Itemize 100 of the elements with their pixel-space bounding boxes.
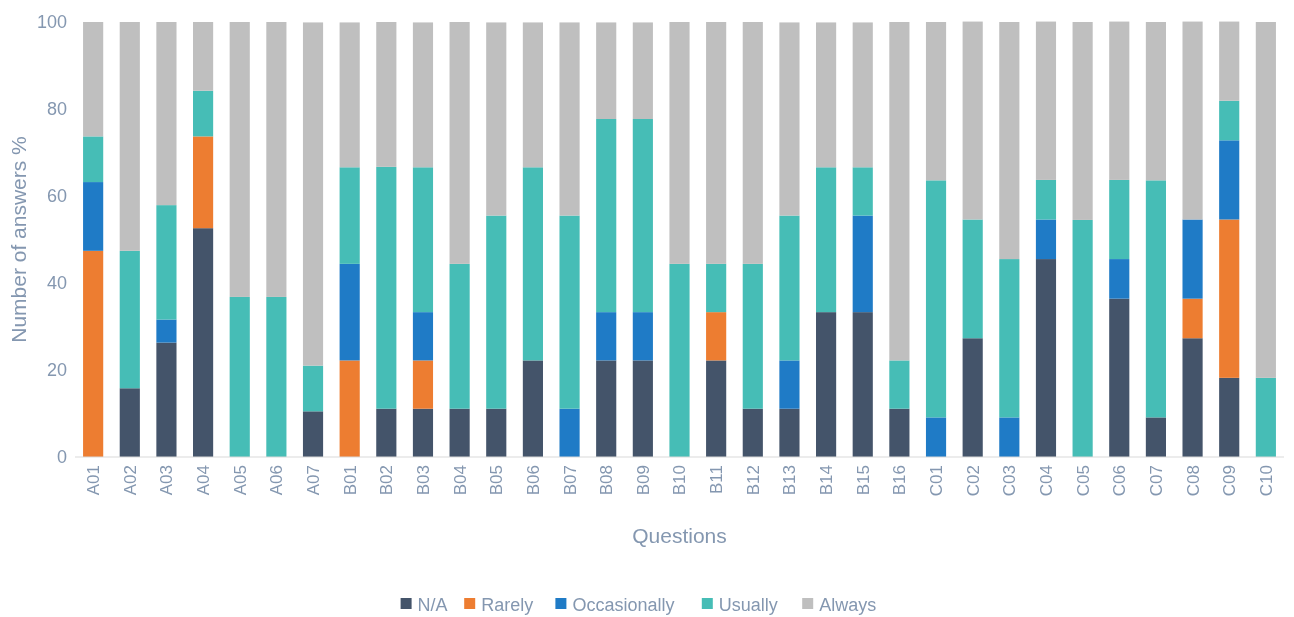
bar <box>1145 22 1166 181</box>
bar <box>852 167 873 216</box>
x-tick-label: C09 <box>1220 465 1240 497</box>
x-tick-label: A01 <box>84 465 104 496</box>
bar <box>779 408 800 457</box>
bar <box>193 90 214 137</box>
bar <box>889 360 910 409</box>
bar <box>83 22 104 137</box>
bar <box>449 263 470 409</box>
bar <box>156 205 177 320</box>
bar <box>522 360 543 457</box>
bar <box>376 22 397 167</box>
bar <box>999 259 1020 418</box>
bar <box>852 312 873 457</box>
bar <box>596 119 617 313</box>
bar <box>193 228 214 457</box>
bar <box>1035 21 1057 180</box>
y-tick-label: 0 <box>56 447 67 468</box>
x-tick-label: C04 <box>1036 465 1056 497</box>
bar <box>669 22 690 264</box>
bar <box>266 296 287 457</box>
bar <box>449 22 470 264</box>
bar <box>1255 22 1276 378</box>
x-tick-label: A06 <box>267 465 287 496</box>
bar <box>706 263 727 313</box>
x-tick-label: B07 <box>560 465 580 496</box>
bar <box>1035 219 1057 260</box>
bar <box>339 167 360 264</box>
bar <box>1145 417 1166 457</box>
bar <box>1182 219 1203 299</box>
bar <box>925 180 947 418</box>
bar <box>193 136 214 229</box>
bar <box>449 408 470 457</box>
bar <box>596 22 617 120</box>
bar <box>925 417 947 457</box>
x-tick-label: B15 <box>853 465 873 496</box>
x-tick-label: B14 <box>817 465 837 496</box>
bar <box>412 167 434 313</box>
bar <box>1072 219 1093 457</box>
bar <box>889 22 910 361</box>
bar <box>999 22 1020 260</box>
bar <box>1182 298 1203 339</box>
bar <box>816 22 837 168</box>
bar <box>376 166 397 409</box>
bar <box>1219 219 1240 378</box>
bar <box>1035 179 1057 220</box>
legend-label: N/A <box>417 595 448 616</box>
y-tick-label: 40 <box>46 273 67 294</box>
x-tick-label: B05 <box>487 465 507 496</box>
bar <box>925 22 947 181</box>
legend-label: Rarely <box>481 595 534 616</box>
bar <box>156 22 177 206</box>
bar <box>742 263 763 409</box>
bar <box>193 22 214 91</box>
bar <box>1219 140 1240 220</box>
bar <box>83 250 104 457</box>
bar <box>852 22 873 168</box>
x-tick-label: B13 <box>780 465 800 496</box>
bar <box>559 408 580 457</box>
bar <box>1182 338 1203 457</box>
bar <box>339 360 360 457</box>
bar <box>742 408 763 457</box>
bar <box>83 182 104 251</box>
y-tick-label: 20 <box>46 360 67 381</box>
bar <box>119 388 140 457</box>
bar <box>742 22 763 264</box>
bar <box>559 215 580 409</box>
bar <box>962 219 983 339</box>
bar <box>779 360 800 409</box>
bar <box>119 22 140 251</box>
bar <box>596 312 617 361</box>
x-tick-label: B08 <box>597 465 617 496</box>
bar <box>706 360 727 457</box>
bar <box>706 22 727 264</box>
x-axis-title: Questions <box>632 524 727 547</box>
x-tick-label: B09 <box>633 465 653 496</box>
bar <box>412 312 434 361</box>
bar <box>1219 377 1240 457</box>
x-tick-label: A07 <box>303 465 323 496</box>
bar <box>229 296 250 457</box>
bar <box>816 167 837 313</box>
x-tick-label: B04 <box>450 465 470 496</box>
bar <box>596 360 617 457</box>
bar <box>559 22 580 216</box>
x-tick-label: C03 <box>1000 465 1020 497</box>
bar <box>632 312 653 361</box>
bar <box>962 338 983 457</box>
bar <box>1255 377 1276 457</box>
x-tick-label: C01 <box>926 465 946 497</box>
x-tick-label: A04 <box>194 465 214 496</box>
bar <box>229 22 250 297</box>
bar <box>852 215 873 313</box>
bar <box>1109 21 1130 180</box>
bar <box>632 22 653 120</box>
x-tick-label: C07 <box>1146 465 1166 497</box>
bar <box>412 360 434 409</box>
bar <box>412 408 434 457</box>
bar <box>522 22 543 168</box>
bar <box>376 408 397 457</box>
bar <box>486 215 507 409</box>
